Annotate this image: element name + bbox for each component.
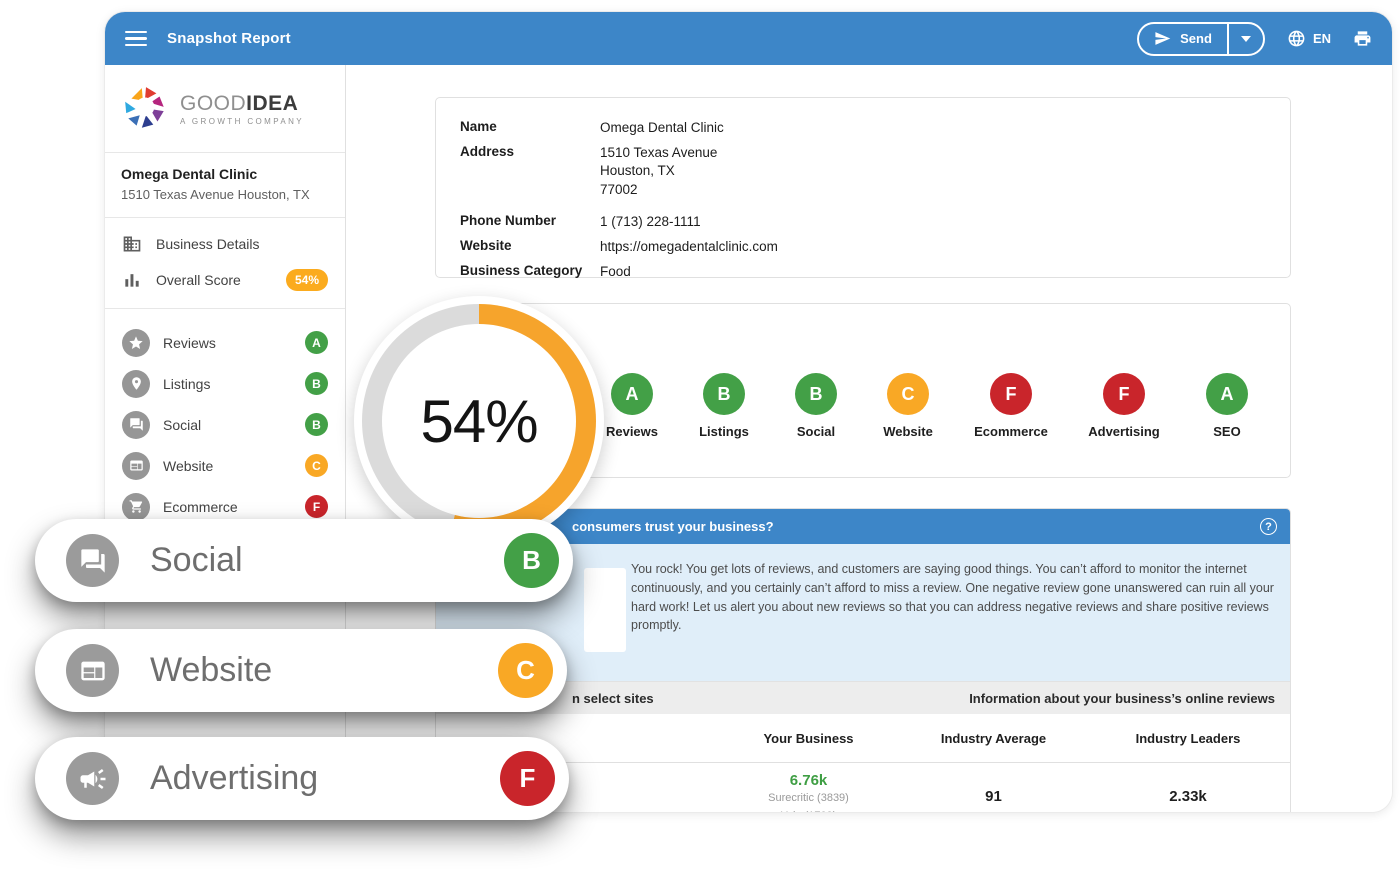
menu-icon[interactable] (125, 27, 147, 51)
business-name: Omega Dental Clinic (121, 166, 258, 182)
grade-circle: A (1206, 373, 1248, 415)
subheader-right-text: Information about your business’s online… (969, 690, 1275, 706)
industry-average-value: 91 (985, 788, 1002, 805)
top-bar: Snapshot Report Send EN (105, 12, 1392, 65)
table-row: 6.76k Surecritic (3839) Yelp (1709) 91 2… (436, 763, 1290, 812)
grade-circle: B (795, 373, 837, 415)
grade-badge: A (305, 331, 328, 354)
pill-grade-badge: F (500, 751, 555, 806)
overall-score-badge: 54% (285, 269, 328, 291)
send-split-button: Send (1137, 21, 1265, 56)
column-industry-average: Industry Average (940, 730, 1047, 746)
gauge-percent-label: 54% (382, 324, 576, 518)
reviews-table-header: Your Business Industry Average Industry … (436, 714, 1290, 763)
business-category-value: Food (600, 264, 631, 280)
sidebar-item-reviews[interactable]: Reviews A (105, 322, 345, 363)
business-details-card: Name Omega Dental Clinic Address 1510 Texa… (435, 97, 1291, 280)
grade-circle: C (887, 373, 929, 415)
grade-badge: F (305, 495, 328, 518)
grade-circle: F (990, 373, 1032, 415)
browser-icon (66, 644, 119, 697)
send-options-button[interactable] (1229, 24, 1263, 54)
overlay-pill-social[interactable]: Social B (35, 519, 573, 602)
pill-label: Advertising (150, 759, 319, 797)
business-website-value: https://omegadentalclinic.com (600, 239, 778, 255)
business-phone-value: 1 (713) 228-1111 (600, 213, 701, 229)
grade-item-reviews[interactable]: A Reviews (587, 373, 677, 439)
logo-text: GOODIDEA A GROWTH COMPANY (180, 91, 305, 126)
grade-badge: B (305, 372, 328, 395)
business-name-value: Omega Dental Clinic (600, 120, 724, 135)
sidebar-business-info: Omega Dental Clinic 1510 Texas Avenue Ho… (105, 153, 345, 218)
brand-logo: GOODIDEA A GROWTH COMPANY (105, 65, 345, 153)
send-button[interactable]: Send (1139, 24, 1227, 54)
page-title: Snapshot Report (167, 30, 291, 47)
language-button[interactable]: EN (1287, 29, 1331, 48)
field-label: Address (460, 144, 515, 160)
your-business-value: 6.76k (789, 772, 828, 789)
business-address-value: 1510 Texas Avenue Houston, TX 77002 (600, 145, 718, 197)
grade-item-ecommerce[interactable]: F Ecommerce (966, 373, 1056, 439)
sidebar-item-ecommerce[interactable]: Ecommerce F (105, 486, 345, 527)
reviews-summary-panel: You rock! You get lots of reviews, and c… (436, 544, 1290, 681)
star-icon (122, 328, 150, 357)
megaphone-icon (66, 752, 119, 805)
column-your-business: Your Business (763, 730, 854, 746)
sidebar-item-overall-score[interactable]: Overall Score 54% (105, 262, 345, 298)
grade-circle: A (611, 373, 653, 415)
overlay-pill-website[interactable]: Website C (35, 629, 567, 712)
review-source: Yelp (1709) (716, 809, 901, 812)
chat-icon (122, 410, 150, 439)
pill-label: Social (150, 541, 243, 579)
sidebar-item-website[interactable]: Website C (105, 445, 345, 486)
help-icon[interactable]: ? (1260, 518, 1277, 535)
map-pin-icon (122, 369, 150, 398)
pill-label: Website (150, 651, 273, 689)
industry-leaders-value: 2.33k (1169, 788, 1207, 805)
overlay-pill-advertising[interactable]: Advertising F (35, 737, 569, 820)
grade-item-website[interactable]: C Website (863, 373, 953, 439)
reviews-section-card: consumers trust your business? ? You roc… (435, 508, 1291, 812)
grade-badge: C (305, 454, 328, 477)
chat-icon (66, 534, 119, 587)
printer-icon (1353, 29, 1372, 48)
chevron-down-icon (1240, 35, 1251, 42)
logo-mark-icon (121, 85, 171, 133)
bar-chart-icon (122, 270, 142, 290)
grade-item-advertising[interactable]: F Advertising (1079, 373, 1169, 439)
language-label: EN (1312, 31, 1331, 46)
reviews-subheader-bar: n select sites Information about your bu… (436, 681, 1290, 714)
send-icon (1154, 30, 1171, 47)
review-source: Surecritic (3839) (768, 792, 849, 804)
field-label: Phone Number (460, 212, 557, 228)
grade-item-seo[interactable]: A SEO (1182, 373, 1272, 439)
overall-score-gauge: 54% (354, 296, 604, 546)
business-address: 1510 Texas Avenue Houston, TX (121, 187, 310, 202)
grade-circle: F (1103, 373, 1145, 415)
gauge-ring: 54% (362, 304, 596, 538)
sidebar-item-social[interactable]: Social B (105, 404, 345, 445)
subheader-left-text: n select sites (572, 690, 654, 706)
grade-item-listings[interactable]: B Listings (679, 373, 769, 439)
column-industry-leaders: Industry Leaders (1135, 730, 1241, 746)
pill-grade-badge: C (498, 643, 553, 698)
grade-circle: B (703, 373, 745, 415)
sidebar-item-listings[interactable]: Listings B (105, 363, 345, 404)
print-button[interactable] (1353, 29, 1372, 48)
reviews-summary-text: You rock! You get lots of reviews, and c… (631, 562, 1274, 633)
grade-badge: B (305, 413, 328, 436)
globe-icon (1287, 29, 1306, 48)
reviews-section-header: consumers trust your business? ? (436, 509, 1290, 544)
sidebar-item-business-details[interactable]: Business Details (105, 226, 345, 262)
building-icon (122, 234, 142, 254)
pill-grade-badge: B (504, 533, 559, 588)
field-label: Website (460, 238, 512, 254)
covered-grade-box (584, 568, 626, 652)
cart-icon (122, 492, 150, 521)
browser-icon (122, 451, 150, 480)
field-label: Name (460, 119, 497, 134)
field-label: Business Category (460, 263, 583, 279)
grade-item-social[interactable]: B Social (771, 373, 861, 439)
